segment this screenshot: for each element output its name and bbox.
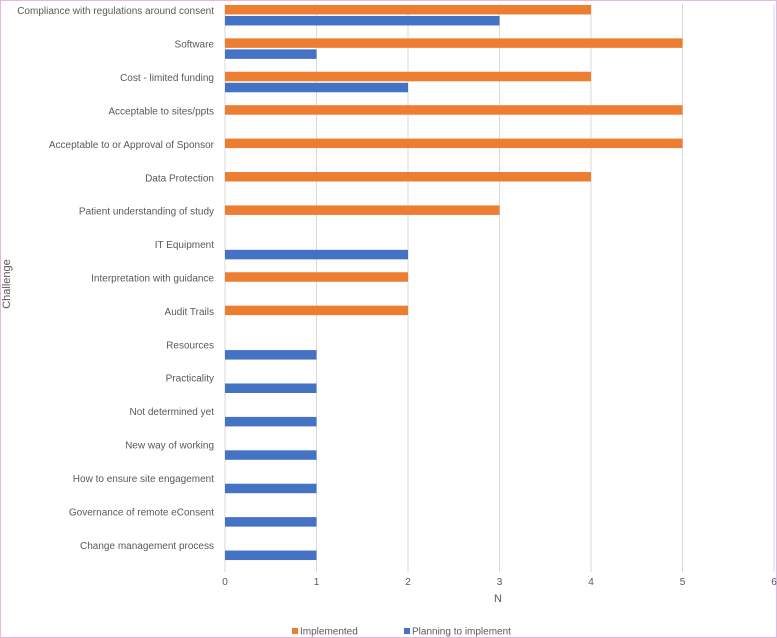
bar-implemented [225, 272, 408, 282]
bar-planning [225, 249, 408, 260]
category-label: Cost - limited funding [120, 73, 214, 84]
bar-implemented [225, 105, 683, 115]
category-label: Practicality [166, 374, 214, 385]
bar-planning [225, 49, 317, 59]
bar-planning [225, 450, 317, 460]
category-label: Software [175, 40, 215, 51]
category-label: Patient understanding of study [79, 207, 214, 218]
bar-planning [225, 483, 317, 494]
category-labels: Compliance with regulations around conse… [17, 6, 214, 552]
bar-planning [225, 517, 317, 527]
bar-planning [225, 550, 317, 561]
category-label: New way of working [125, 441, 214, 452]
category-label: Change management process [80, 541, 214, 552]
category-label: IT Equipment [155, 240, 215, 251]
category-label: How to ensure site engagement [73, 474, 214, 485]
bar-planning [225, 15, 500, 26]
x-tick-label: 6 [771, 577, 777, 588]
x-tick-label: 5 [680, 577, 686, 588]
bar-planning [225, 82, 408, 93]
legend-swatch [404, 628, 410, 634]
bar-planning [225, 350, 317, 360]
x-tick-label: 2 [405, 577, 411, 588]
x-tick-label: 0 [222, 577, 228, 588]
category-label: Compliance with regulations around conse… [17, 6, 214, 17]
x-axis-title: N [494, 593, 502, 605]
gridlines [224, 4, 775, 572]
legend-label: Planning to implement [412, 627, 511, 638]
legend-label: Implemented [300, 627, 358, 638]
category-label: Interpretation with guidance [91, 274, 214, 285]
bar-planning [225, 416, 317, 427]
bar-implemented [225, 138, 683, 149]
bar-implemented [225, 205, 500, 215]
category-label: Data Protection [145, 173, 214, 184]
category-label: Audit Trails [165, 307, 214, 318]
category-label: Acceptable to sites/ppts [108, 106, 214, 117]
legend-swatch [292, 628, 298, 634]
bar-implemented [225, 4, 591, 15]
x-tick-label: 3 [497, 577, 503, 588]
bar-planning [225, 383, 317, 393]
y-axis-title: Challenge [1, 259, 13, 309]
category-label: Resources [166, 340, 214, 351]
x-tick-labels: 0 1 2 3 4 5 6 [222, 577, 777, 588]
category-label: Governance of remote eConsent [69, 507, 214, 518]
legend: Implemented Planning to implement [292, 627, 511, 638]
bar-implemented [225, 172, 591, 182]
x-tick-label: 4 [588, 577, 594, 588]
bar-implemented [225, 38, 683, 48]
bars [225, 4, 683, 561]
bar-implemented [225, 305, 408, 316]
category-label: Acceptable to or Approval of Sponsor [49, 140, 215, 151]
x-tick-label: 1 [314, 577, 320, 588]
bar-implemented [225, 71, 591, 82]
category-label: Not determined yet [130, 407, 215, 418]
